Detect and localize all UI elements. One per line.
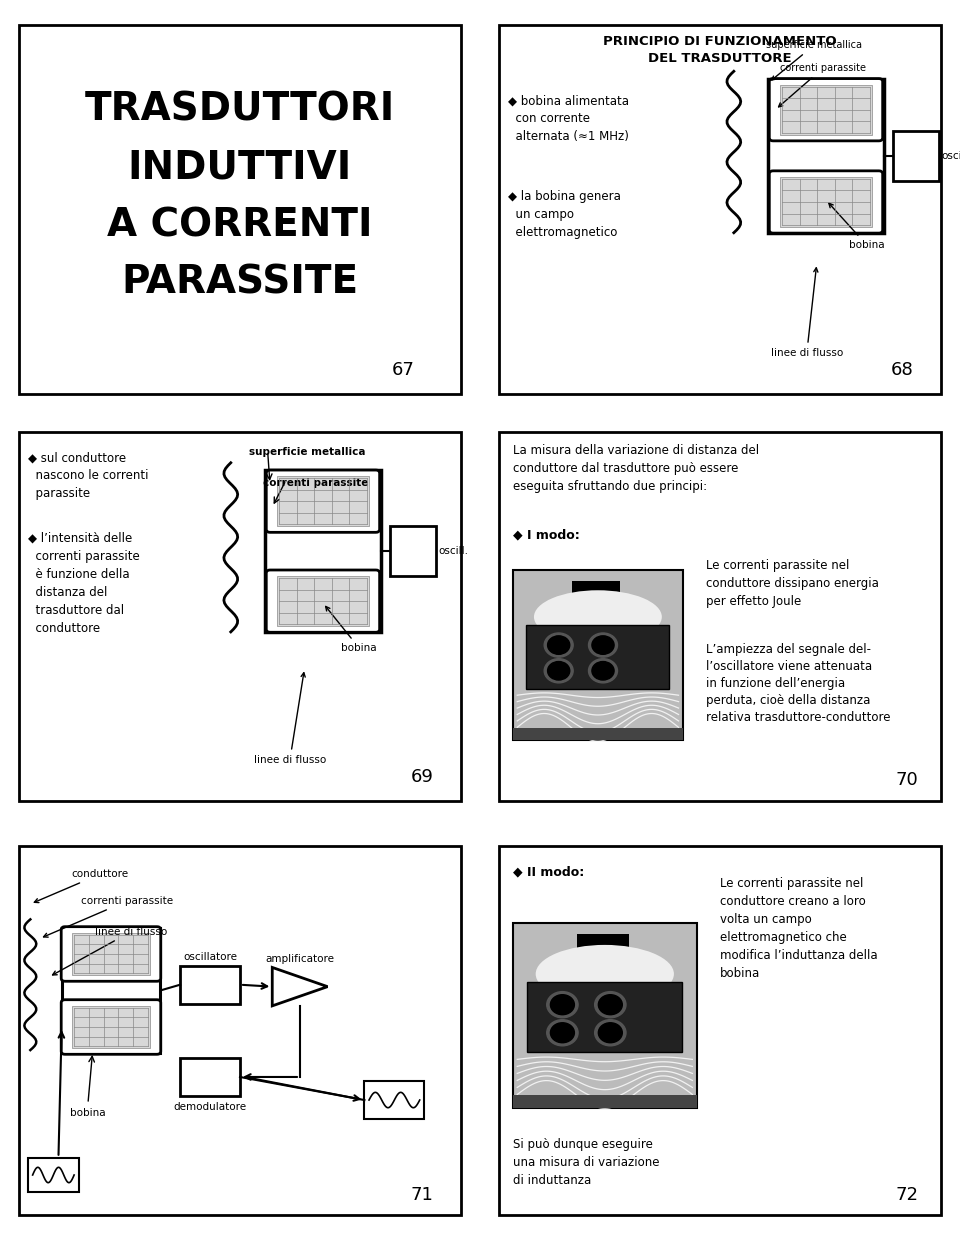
- Text: amplificatore: amplificatore: [265, 953, 334, 963]
- Text: 72: 72: [895, 1186, 918, 1204]
- Ellipse shape: [534, 590, 661, 644]
- Bar: [276, 477, 369, 527]
- Text: conduttore: conduttore: [35, 869, 129, 902]
- Text: ◆ l’intensità delle
  correnti parassite
  è funzione della
  distanza del
  tra: ◆ l’intensità delle correnti parassite è…: [28, 532, 140, 635]
- Text: ◆ I modo:: ◆ I modo:: [513, 528, 580, 542]
- Text: bobina: bobina: [70, 1108, 106, 1118]
- Bar: [72, 932, 150, 975]
- Bar: [513, 570, 684, 740]
- Bar: [72, 1006, 150, 1048]
- Text: oscill.: oscill.: [438, 547, 468, 557]
- Circle shape: [547, 635, 569, 654]
- Text: linee di flusso: linee di flusso: [771, 268, 843, 358]
- Bar: [61, 929, 160, 1053]
- Text: bobina: bobina: [325, 607, 377, 653]
- Text: oscillatore: oscillatore: [183, 952, 237, 962]
- Text: La misura della variazione di distanza del
conduttore dal trasduttore può essere: La misura della variazione di distanza d…: [513, 443, 758, 493]
- Circle shape: [594, 1020, 626, 1046]
- Circle shape: [544, 659, 573, 683]
- Circle shape: [598, 1023, 622, 1043]
- Text: Le correnti parassite nel
conduttore creano a loro
volta un campo
elettromagneti: Le correnti parassite nel conduttore cre…: [720, 877, 877, 980]
- Text: correnti parassite: correnti parassite: [779, 64, 866, 107]
- Circle shape: [598, 995, 622, 1015]
- Text: Si può dunque eseguire
una misura di variazione
di induttanza: Si può dunque eseguire una misura di var…: [513, 1138, 660, 1188]
- Text: 69: 69: [411, 768, 434, 786]
- Circle shape: [588, 633, 617, 658]
- Bar: [28, 1158, 79, 1192]
- FancyBboxPatch shape: [61, 927, 160, 981]
- Text: oscill.: oscill.: [941, 151, 960, 161]
- Text: 71: 71: [411, 1186, 434, 1204]
- Bar: [572, 580, 620, 594]
- Text: TRASDUTTORI: TRASDUTTORI: [84, 91, 396, 129]
- Bar: [265, 470, 380, 631]
- Bar: [526, 624, 669, 689]
- Bar: [780, 85, 872, 135]
- Text: correnti parassite: correnti parassite: [43, 896, 173, 937]
- Text: 70: 70: [896, 771, 918, 790]
- Circle shape: [550, 1023, 574, 1043]
- Circle shape: [594, 992, 626, 1018]
- Text: superficie metallica: superficie metallica: [250, 447, 366, 457]
- Text: superficie metallica: superficie metallica: [766, 40, 862, 80]
- FancyBboxPatch shape: [61, 1000, 160, 1055]
- Bar: [780, 177, 872, 227]
- Circle shape: [544, 633, 573, 658]
- FancyBboxPatch shape: [266, 570, 379, 633]
- Bar: [513, 924, 697, 1108]
- Bar: [180, 1058, 240, 1096]
- Text: linee di flusso: linee di flusso: [253, 673, 326, 765]
- FancyBboxPatch shape: [769, 171, 882, 233]
- Text: A CORRENTI: A CORRENTI: [108, 206, 372, 245]
- Bar: [527, 982, 683, 1052]
- Text: 67: 67: [393, 361, 415, 379]
- Text: Le correnti parassite nel
conduttore dissipano energia
per effetto Joule: Le correnti parassite nel conduttore dis…: [707, 559, 879, 608]
- Circle shape: [592, 635, 614, 654]
- Text: ◆ sul conduttore
  nascono le correnti
  parassite: ◆ sul conduttore nascono le correnti par…: [28, 452, 149, 500]
- Bar: [513, 1094, 697, 1108]
- FancyBboxPatch shape: [266, 470, 379, 533]
- Text: PRINCIPIO DI FUNZIONAMENTO
DEL TRASDUTTORE: PRINCIPIO DI FUNZIONAMENTO DEL TRASDUTTO…: [603, 35, 837, 65]
- Text: INDUTTIVI: INDUTTIVI: [128, 149, 352, 186]
- Bar: [180, 966, 240, 1003]
- Circle shape: [592, 661, 614, 680]
- Text: demodulatore: demodulatore: [174, 1102, 247, 1112]
- Bar: [365, 1081, 424, 1119]
- Bar: [390, 527, 436, 577]
- Text: 68: 68: [891, 361, 914, 379]
- FancyBboxPatch shape: [769, 79, 882, 141]
- Circle shape: [588, 659, 617, 683]
- Text: L’ampiezza del segnale del-
l’oscillatore viene attenuata
in funzione dell’energ: L’ampiezza del segnale del- l’oscillator…: [707, 644, 891, 724]
- Bar: [768, 79, 883, 232]
- Circle shape: [547, 992, 578, 1018]
- Text: ◆ la bobina genera
  un campo
  elettromagnetico: ◆ la bobina genera un campo elettromagne…: [508, 191, 621, 240]
- Circle shape: [547, 661, 569, 680]
- Bar: [513, 728, 684, 740]
- Bar: [276, 577, 369, 626]
- Bar: [577, 935, 629, 948]
- Text: ◆ bobina alimentata
  con corrente
  alternata (≈1 MHz): ◆ bobina alimentata con corrente alterna…: [508, 95, 629, 144]
- Text: ◆ II modo:: ◆ II modo:: [513, 866, 584, 879]
- Text: correnti parassite: correnti parassite: [263, 478, 369, 488]
- Text: bobina: bobina: [828, 203, 885, 250]
- Bar: [893, 131, 939, 181]
- Text: linee di flusso: linee di flusso: [53, 927, 167, 975]
- Ellipse shape: [536, 945, 674, 1003]
- Circle shape: [550, 995, 574, 1015]
- Circle shape: [547, 1020, 578, 1046]
- Text: PARASSITE: PARASSITE: [121, 263, 359, 302]
